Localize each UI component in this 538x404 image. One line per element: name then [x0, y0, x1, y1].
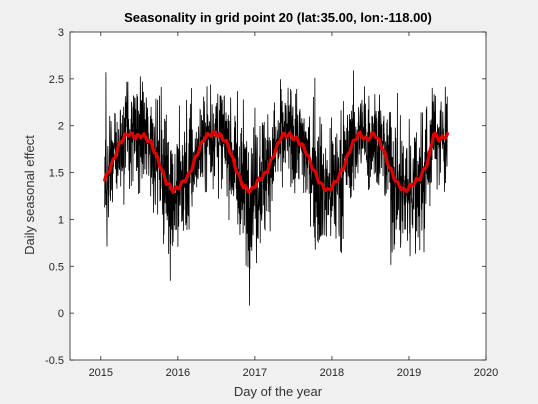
daily-seasonal-line [104, 70, 448, 306]
y-tick-label: 0.5 [49, 261, 64, 273]
axes-box [69, 31, 487, 361]
x-tick-label: 2017 [243, 367, 267, 379]
x-tick-label: 2020 [474, 367, 498, 379]
series-layer [103, 70, 450, 306]
x-tick-label: 2019 [397, 367, 421, 379]
x-tick-label: 2015 [89, 367, 113, 379]
x-axis-label: Day of the year [234, 384, 323, 399]
y-tick-label: 0 [58, 308, 64, 320]
x-tick-label: 2018 [320, 367, 344, 379]
axes-layer: 2015 2016 2017 2018 2019 2020 -0.5 0 0.5 1 1.5 2 2.5… [45, 27, 498, 379]
y-axis-label: Daily seasonal effect [22, 135, 37, 255]
y-tick-label: 1 [58, 214, 64, 226]
y-tick-label: 2 [58, 121, 64, 133]
y-tick-label: 3 [58, 27, 64, 39]
chart-title: Seasonality in grid point 20 (lat:35.00,… [124, 10, 432, 25]
x-tick-label: 2016 [166, 367, 190, 379]
smoothed-seasonal-line [103, 129, 450, 195]
y-tick-label: 2.5 [49, 74, 64, 86]
y-tick-label: -0.5 [45, 355, 64, 367]
y-tick-label: 1.5 [49, 168, 64, 180]
